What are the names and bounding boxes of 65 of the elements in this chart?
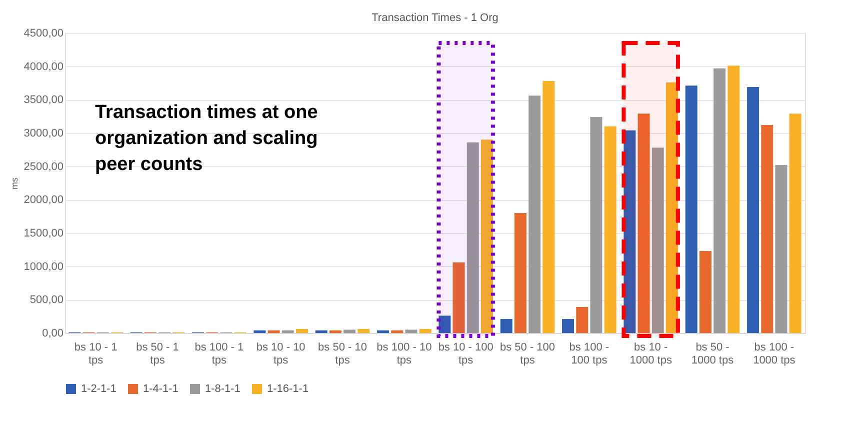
x-tick-label: bs 50 - 1 tps — [136, 342, 179, 366]
y-tick-label: 4500,00 — [24, 28, 64, 40]
bar — [268, 330, 280, 333]
bar — [666, 82, 678, 333]
bar — [419, 329, 432, 333]
x-tick-label: bs 10 - 10 tps — [256, 342, 306, 366]
bar — [699, 251, 712, 333]
chart-title: Transaction Times - 1 Org — [372, 12, 498, 24]
bar — [282, 330, 294, 333]
x-tick-label: bs 100 - 100 tps — [569, 342, 610, 366]
bar — [296, 329, 308, 333]
bar — [652, 148, 664, 333]
bar — [344, 330, 356, 333]
y-tick-label: 0,00 — [42, 328, 64, 340]
y-tick-label: 2000,00 — [24, 194, 64, 206]
x-tick-label: bs 10 - 100 tps — [438, 342, 494, 366]
bar — [329, 330, 342, 333]
bar — [761, 125, 774, 333]
bar — [576, 307, 588, 333]
bar — [624, 130, 636, 333]
bar — [358, 329, 370, 333]
bar — [775, 165, 788, 333]
x-tick-label: bs 100 - 1 tps — [194, 342, 244, 366]
y-tick-label: 1500,00 — [24, 228, 64, 240]
y-tick-label: 1000,00 — [24, 260, 64, 273]
y-tick-label: 3000,00 — [24, 128, 64, 140]
bar — [562, 319, 574, 333]
y-tick-label: 500,00 — [30, 294, 64, 306]
x-tick-label: bs 100 - 1000 tps — [753, 342, 796, 366]
x-tick-label: bs 100 - 10 tps — [376, 342, 432, 366]
bar — [377, 330, 390, 333]
bar — [638, 114, 650, 333]
bar — [542, 81, 555, 333]
x-tick-label: bs 50 - 10 tps — [318, 342, 367, 366]
bar — [789, 114, 802, 333]
legend-label: 1-2-1-1 — [81, 383, 116, 395]
y-tick-label: 4000,00 — [24, 60, 64, 73]
bar — [714, 68, 726, 333]
x-tick-label: bs 50 - 100 tps — [500, 342, 556, 366]
legend-label: 1-4-1-1 — [143, 383, 178, 395]
legend-label: 1-8-1-1 — [205, 383, 240, 395]
bar — [500, 319, 512, 333]
bar — [528, 96, 541, 333]
bar — [391, 330, 404, 333]
bar — [466, 142, 479, 333]
bar — [452, 262, 465, 333]
bar — [438, 316, 451, 333]
bar — [747, 87, 760, 333]
bar — [254, 330, 266, 333]
y-tick-label: 2500,00 — [24, 160, 64, 173]
bar — [315, 330, 328, 333]
bar — [590, 117, 602, 333]
x-tick-label: bs 50 - 1000 tps — [691, 342, 734, 366]
annotation: Transaction times at one organization and scaling peer counts — [95, 102, 318, 175]
bar — [480, 140, 493, 333]
bar — [685, 86, 698, 333]
bar — [514, 213, 526, 333]
legend-label: 1-16-1-1 — [267, 383, 309, 395]
bar — [405, 330, 418, 333]
y-tick-label: 3500,00 — [24, 94, 64, 106]
bar — [604, 126, 616, 333]
bar — [728, 66, 740, 333]
x-tick-label: bs 10 - 1000 tps — [630, 342, 672, 366]
x-tick-label: bs 10 - 1 tps — [74, 342, 118, 366]
y-axis-title: ms — [10, 177, 20, 190]
